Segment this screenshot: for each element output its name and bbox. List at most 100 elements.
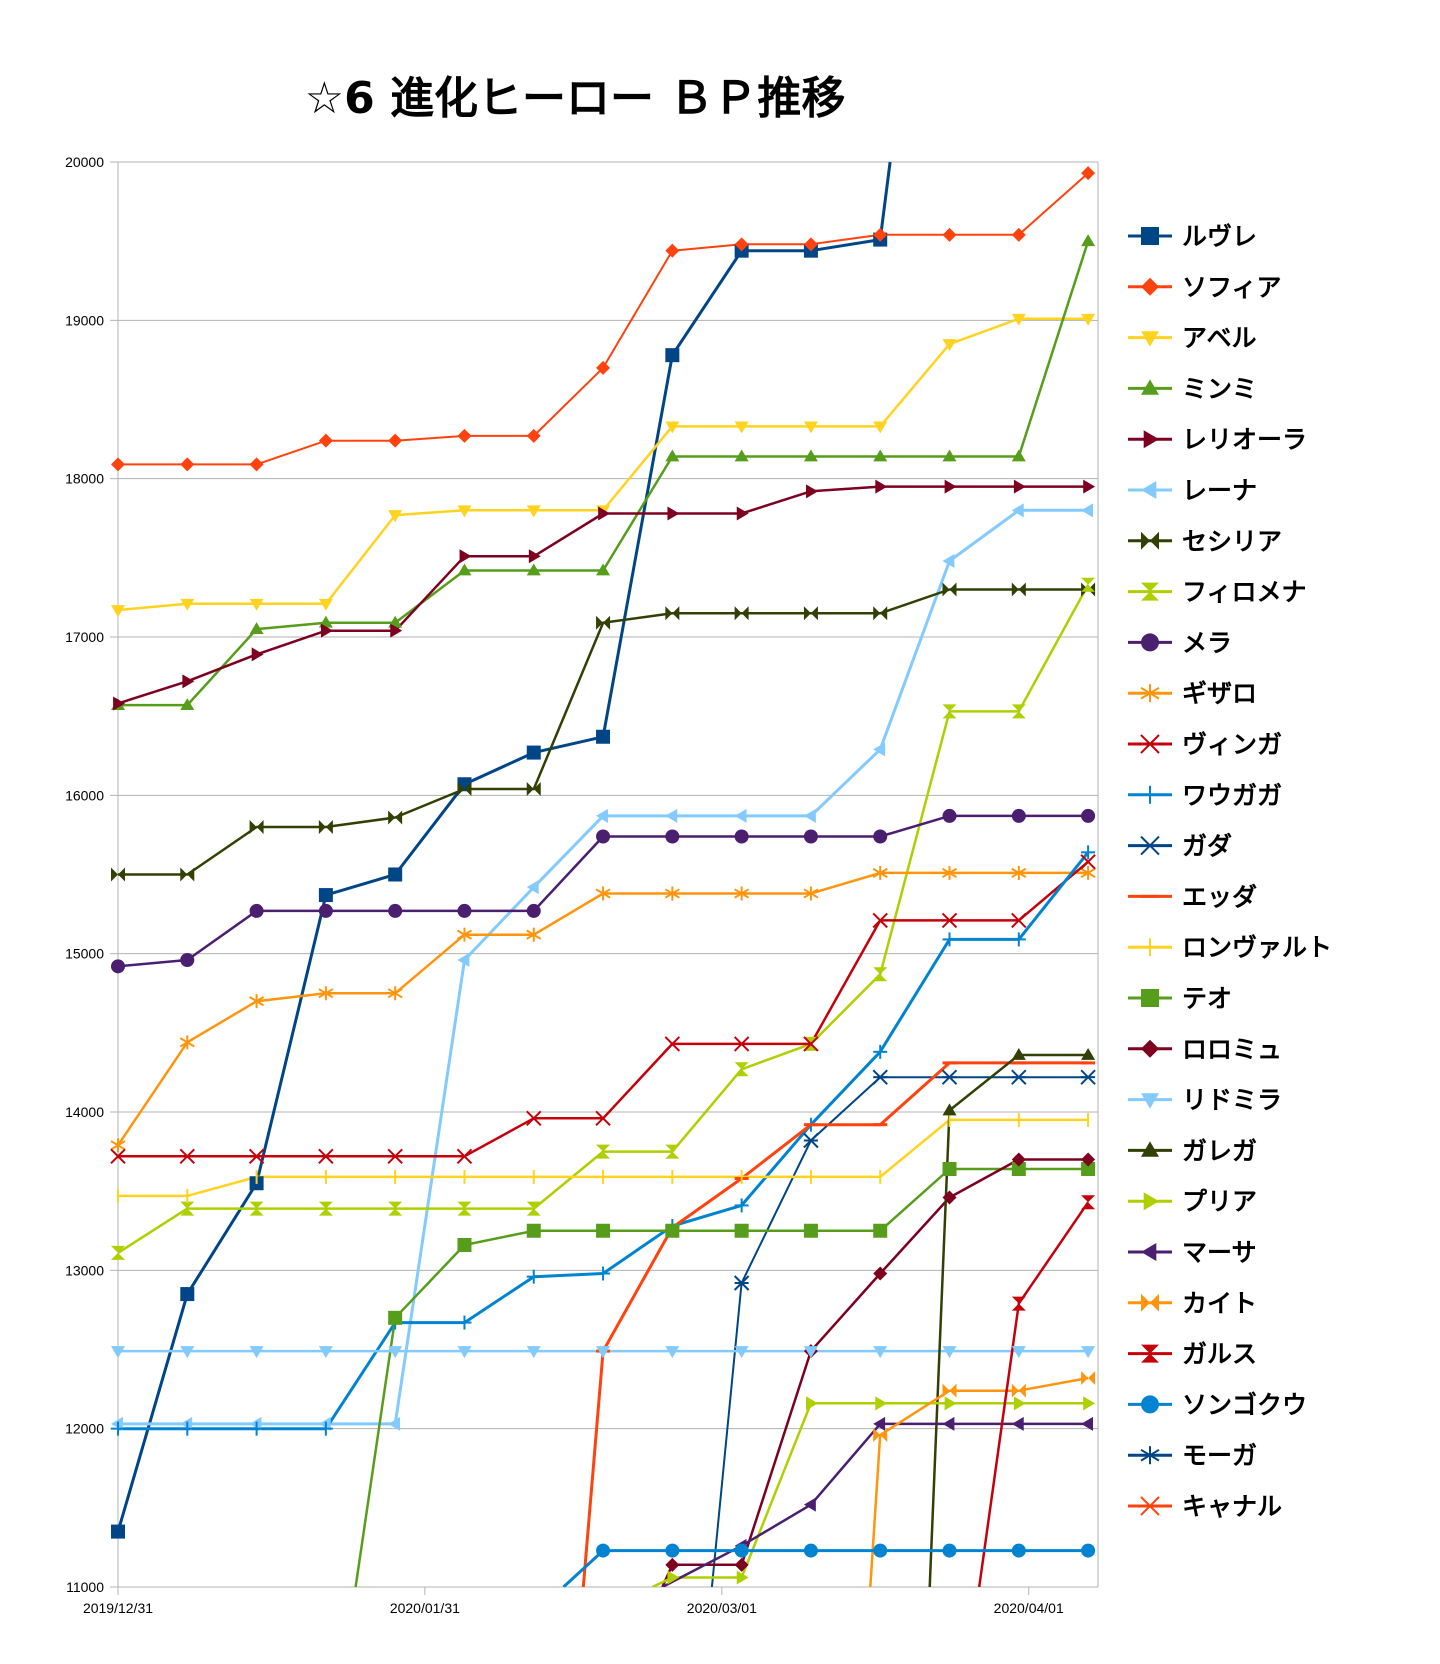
x-tick-label: 2020/01/31 xyxy=(390,1600,460,1616)
data-point xyxy=(942,339,957,352)
data-point xyxy=(803,606,811,621)
data-point xyxy=(387,1148,403,1165)
data-point xyxy=(111,1524,125,1539)
data-point xyxy=(1080,854,1096,870)
data-point xyxy=(942,704,957,712)
data-point xyxy=(180,953,195,967)
data-point xyxy=(1081,1048,1096,1060)
data-point xyxy=(110,1140,126,1151)
data-point xyxy=(875,1396,888,1411)
data-point xyxy=(526,1223,541,1238)
series-line-19 xyxy=(928,1053,1089,1587)
data-point xyxy=(1141,481,1157,499)
data-point xyxy=(457,1346,472,1359)
series-line-4 xyxy=(118,240,1090,707)
data-point xyxy=(873,742,886,757)
series-lines xyxy=(116,161,1090,1587)
data-point xyxy=(1141,1353,1159,1363)
data-point xyxy=(1011,1543,1026,1558)
y-tick-label: 17000 xyxy=(65,629,104,645)
axes: 11000 12000 13000 14000 15000 16000 17000 18000… xyxy=(65,154,1099,1616)
data-point xyxy=(1080,867,1096,878)
data-point xyxy=(457,1208,472,1216)
data-point xyxy=(388,1208,403,1216)
data-point xyxy=(873,1543,888,1558)
data-point xyxy=(457,903,472,918)
data-point xyxy=(734,1062,749,1070)
data-point xyxy=(803,829,818,844)
chart-title: ☆6 進化ヒーロー ＢＰ推移 xyxy=(304,73,846,124)
x-tick-label: 2019/12/31 xyxy=(83,1600,153,1616)
data-point xyxy=(734,449,749,462)
data-point xyxy=(942,554,955,568)
data-point xyxy=(596,360,611,375)
data-point xyxy=(388,903,403,918)
data-point xyxy=(942,1383,950,1398)
data-point xyxy=(665,808,678,823)
data-point xyxy=(803,421,818,434)
data-point xyxy=(318,820,326,834)
data-point xyxy=(318,598,333,611)
data-point xyxy=(1011,449,1026,462)
legend-label: ガレガ xyxy=(1182,1136,1257,1165)
data-point xyxy=(249,1416,262,1431)
data-point xyxy=(526,1110,542,1127)
series-line-17 xyxy=(661,1158,1089,1587)
data-point xyxy=(672,606,680,621)
data-point xyxy=(1081,1152,1096,1167)
data-point xyxy=(665,1346,680,1359)
data-point xyxy=(256,820,264,834)
data-point xyxy=(180,867,188,882)
data-point xyxy=(1080,1069,1096,1085)
data-point xyxy=(318,433,333,448)
data-point xyxy=(180,1346,195,1359)
data-point xyxy=(598,506,611,521)
data-point xyxy=(180,698,195,710)
data-point xyxy=(1141,1141,1159,1157)
legend-label: アベル xyxy=(1182,324,1257,353)
legend-label: テオ xyxy=(1182,984,1232,1013)
data-point xyxy=(1013,1396,1026,1411)
y-tick-label: 20000 xyxy=(65,154,104,170)
data-point xyxy=(665,1144,680,1152)
data-point xyxy=(595,888,611,899)
data-point xyxy=(1011,1069,1027,1085)
data-point xyxy=(803,1223,818,1238)
data-point xyxy=(803,237,818,252)
data-point xyxy=(111,867,118,882)
legend: ルヴレソフィアアベルミンミレリオーラレーナセシリアフィロメナメラギザロヴィンガワ… xyxy=(1128,222,1332,1521)
data-point xyxy=(318,1201,333,1209)
data-point xyxy=(456,929,472,940)
data-point xyxy=(180,1287,195,1302)
legend-label: レリオーラ xyxy=(1182,425,1307,454)
data-point xyxy=(1140,1448,1160,1462)
data-point xyxy=(665,606,673,621)
data-point xyxy=(942,449,957,462)
data-point xyxy=(526,880,539,895)
data-point xyxy=(457,1238,472,1252)
data-point xyxy=(1150,531,1159,550)
data-point xyxy=(187,867,195,882)
data-point xyxy=(810,606,818,621)
data-point xyxy=(526,1346,541,1359)
data-point xyxy=(111,457,125,472)
data-point xyxy=(1141,1395,1159,1414)
data-point xyxy=(873,1266,888,1281)
legend-label: メラ xyxy=(1182,628,1232,657)
data-point xyxy=(734,1346,749,1359)
data-point xyxy=(1011,1152,1026,1167)
data-point xyxy=(388,433,403,448)
data-point xyxy=(1011,711,1026,719)
data-point xyxy=(734,1543,749,1558)
data-point xyxy=(111,1252,125,1260)
data-point xyxy=(1083,479,1096,494)
data-point xyxy=(806,484,818,499)
data-point xyxy=(1141,591,1159,601)
data-point xyxy=(873,1416,886,1431)
data-point xyxy=(1081,584,1096,592)
data-point xyxy=(318,1148,334,1165)
y-tick-label: 11000 xyxy=(66,1579,104,1595)
data-point xyxy=(249,457,264,472)
data-point xyxy=(526,428,541,443)
